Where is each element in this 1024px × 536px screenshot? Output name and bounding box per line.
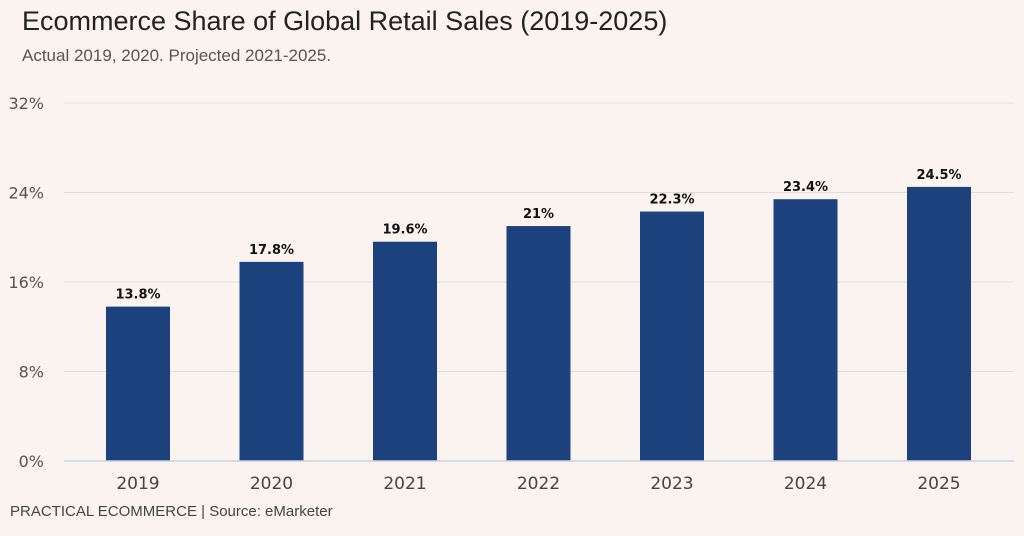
y-tick-label: 0% xyxy=(19,452,44,471)
bar xyxy=(239,261,304,461)
x-axis-ticks: 2019 2020 2021 2022 2023 2024 2025 xyxy=(116,474,960,494)
bar-value-label: 22.3% xyxy=(649,193,694,208)
bar-value-label: 19.6% xyxy=(382,223,427,238)
bar xyxy=(773,199,838,461)
x-tick-label: 2019 xyxy=(116,474,159,494)
y-tick-label: 24% xyxy=(8,184,44,203)
y-axis-ticks: 0% 8% 16% 24% 32% xyxy=(8,94,44,471)
bar-value-label: 17.8% xyxy=(249,243,294,258)
x-tick-label: 2022 xyxy=(517,474,560,494)
bar-value-label: 21% xyxy=(523,207,554,222)
bar xyxy=(506,226,571,461)
x-tick-label: 2020 xyxy=(250,474,293,494)
y-tick-label: 16% xyxy=(8,273,44,292)
chart-subtitle: Actual 2019, 2020. Projected 2021-2025. xyxy=(22,46,332,65)
bar xyxy=(373,241,437,461)
x-tick-label: 2021 xyxy=(383,474,426,494)
source-footer: PRACTICAL ECOMMERCE | Source: eMarketer xyxy=(10,503,333,520)
chart-title: Ecommerce Share of Global Retail Sales (… xyxy=(22,6,668,36)
bar xyxy=(907,186,971,461)
x-tick-label: 2025 xyxy=(917,474,960,494)
bar-value-label: 23.4% xyxy=(783,180,828,195)
y-tick-label: 8% xyxy=(19,363,44,382)
bars xyxy=(106,186,971,461)
y-tick-label: 32% xyxy=(8,94,44,113)
data-labels: 13.8% 17.8% 19.6% 21% 22.3% 23.4% 24.5% xyxy=(115,168,961,303)
x-tick-label: 2024 xyxy=(784,474,827,494)
bar xyxy=(106,306,170,461)
bar xyxy=(640,211,704,461)
x-tick-label: 2023 xyxy=(650,474,693,494)
bar-value-label: 24.5% xyxy=(916,168,961,183)
bar-value-label: 13.8% xyxy=(115,288,160,303)
